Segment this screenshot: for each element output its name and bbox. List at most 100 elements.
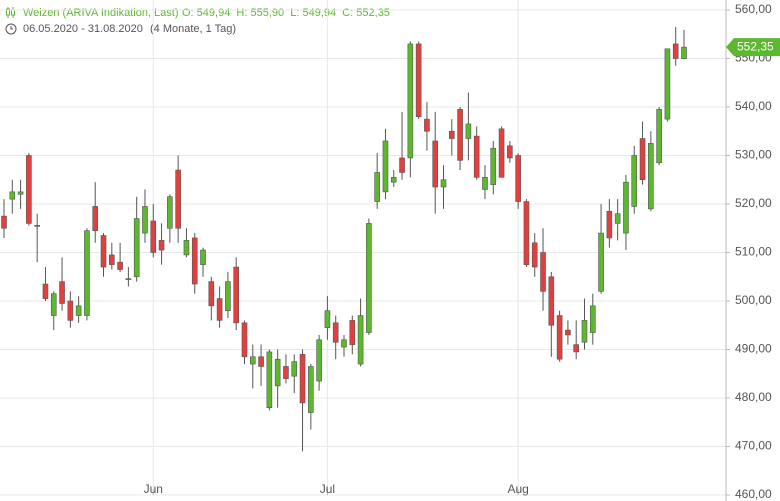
candle-body	[84, 230, 90, 316]
candle-body	[515, 155, 521, 202]
candle-body	[241, 322, 248, 358]
candle-body	[581, 320, 588, 343]
grid	[0, 0, 726, 496]
chart-title: Weizen (ARIVA Indikation, Last)	[23, 7, 179, 19]
candle-body	[291, 361, 298, 377]
candle-body	[382, 140, 389, 193]
candle-body	[341, 339, 347, 348]
candle-body	[432, 140, 439, 188]
candle-body	[59, 281, 65, 304]
x-tick-label: Jul	[320, 482, 335, 496]
duration: (4 Monate, 1 Tag)	[150, 23, 236, 35]
candle-body	[324, 310, 331, 328]
candle-body	[606, 210, 613, 239]
candle-body	[42, 283, 49, 299]
candle-body	[349, 320, 356, 345]
candle-body	[357, 315, 364, 365]
candle-body	[498, 128, 505, 178]
candle-body	[639, 138, 646, 181]
candle-body	[332, 322, 339, 343]
candle-body	[1, 215, 7, 229]
candle-body	[100, 235, 107, 268]
candle-body	[573, 344, 579, 353]
candle-body	[366, 223, 372, 333]
y-tick-label: 480,00	[735, 390, 772, 404]
candle-body	[589, 305, 596, 333]
candle-body	[531, 242, 538, 268]
candle-body	[440, 179, 447, 188]
candle-body	[125, 278, 132, 280]
candle-body	[490, 147, 497, 185]
candle-body	[75, 305, 82, 316]
candle-body	[507, 145, 513, 159]
candle-body	[374, 172, 380, 202]
candle-body	[50, 293, 57, 316]
x-tick-label: Aug	[507, 482, 528, 496]
y-tick-label: 490,00	[735, 342, 772, 356]
candle-body	[158, 240, 165, 251]
candle-body	[34, 225, 40, 227]
y-tick-label: 460,00	[735, 487, 772, 501]
candle-body	[109, 254, 115, 265]
candle-body	[117, 261, 123, 270]
candle-body	[17, 191, 24, 195]
last-price-badge	[726, 38, 780, 57]
candle-body	[449, 130, 455, 139]
candle-body	[424, 118, 430, 132]
candle-body	[274, 358, 281, 387]
candle-body	[598, 232, 604, 292]
candle-body	[266, 351, 273, 408]
candle-body	[316, 339, 322, 382]
x-tick-label: Jun	[144, 482, 163, 496]
candle-body	[67, 300, 74, 321]
y-tick-label: 540,00	[735, 99, 772, 113]
candle-body	[457, 109, 463, 161]
candle-body	[92, 206, 99, 231]
candle-body	[656, 109, 662, 164]
candle-body	[648, 143, 654, 210]
ohlc-summary: O: 549,94 H: 555,90 L: 549,94 C: 552,35	[182, 7, 390, 19]
clock-icon	[5, 23, 17, 35]
candle-body	[175, 169, 181, 229]
candle-body	[308, 366, 314, 413]
candle-body	[623, 181, 629, 234]
candle-body	[258, 356, 264, 367]
candle-body	[142, 206, 148, 234]
candle-body	[133, 218, 140, 278]
candle-body	[9, 191, 16, 200]
candle-body	[200, 249, 206, 265]
candle-icon	[6, 7, 15, 18]
y-tick-label: 470,00	[735, 439, 772, 453]
candle-body	[407, 43, 414, 159]
candle-body	[283, 366, 289, 379]
candle-body	[167, 196, 173, 229]
candle-body	[523, 201, 530, 265]
candle-body	[150, 220, 157, 253]
period: 06.05.2020 - 31.08.2020	[23, 23, 143, 35]
candle-body	[233, 266, 239, 324]
candle-body	[216, 298, 223, 321]
candle-body	[208, 281, 215, 307]
candle-body	[465, 123, 472, 139]
candle-body	[540, 252, 546, 292]
y-tick-label: 530,00	[735, 148, 772, 162]
candle-body	[631, 155, 638, 207]
candle-body	[473, 135, 480, 178]
candle-body	[399, 157, 405, 173]
candle-body	[548, 276, 555, 326]
candle-body	[482, 177, 488, 190]
candle-body	[191, 237, 198, 285]
candle-body	[681, 46, 687, 60]
candle-body	[614, 213, 621, 224]
candle-body	[556, 315, 563, 360]
candle-body	[183, 240, 190, 256]
y-tick-label: 510,00	[735, 245, 772, 259]
candle-body	[664, 48, 671, 120]
candle-body	[299, 354, 306, 404]
y-tick-label: 520,00	[735, 196, 772, 210]
y-tick-label: 500,00	[735, 293, 772, 307]
candle-body	[672, 43, 679, 59]
candle-body	[249, 356, 256, 365]
y-tick-label: 560,00	[735, 2, 772, 16]
